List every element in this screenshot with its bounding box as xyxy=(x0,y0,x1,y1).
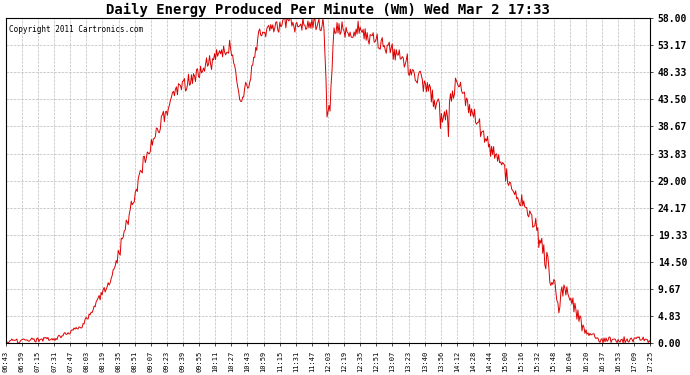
Text: Copyright 2011 Cartronics.com: Copyright 2011 Cartronics.com xyxy=(9,25,143,34)
Title: Daily Energy Produced Per Minute (Wm) Wed Mar 2 17:33: Daily Energy Produced Per Minute (Wm) We… xyxy=(106,3,550,17)
